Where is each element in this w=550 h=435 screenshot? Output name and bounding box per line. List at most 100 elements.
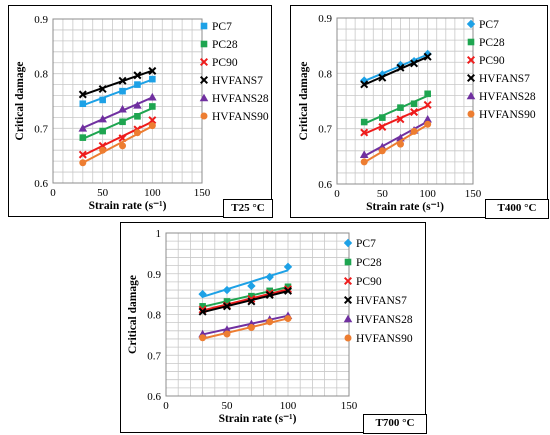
legend-label: PC90 [212,57,238,69]
data-point [378,122,387,132]
x-tick-label: 50 [97,187,109,199]
chart-svg-t700: 0 50 100 150 0.6 0.7 0.8 0.9 1 Strain rate (s⁻¹) C… [127,228,413,425]
legend-label: PC7 [356,238,376,250]
data-point [283,286,293,295]
x-tick-label: 0 [50,187,56,199]
legend-label: PC7 [212,21,232,33]
legend-label: PC28 [479,37,505,49]
legend-marker [466,19,476,29]
data-point [199,303,206,310]
chart-svg-t25: 0 50 100 150 0.6 0.7 0.8 0.9 Strain rate (s⁻¹) Cr… [14,14,269,212]
data-point [410,59,419,68]
data-point [78,150,87,159]
trendline [82,69,153,96]
y-tick-label: 0.6 [147,391,161,403]
series-pc7 [360,49,432,85]
legend-marker [343,238,353,248]
gridlines [165,232,350,397]
data-point [99,96,106,104]
legend-label: HVFANS90 [212,111,269,123]
data-point [198,289,207,299]
data-point [119,142,127,150]
trendline [363,53,429,82]
legend-entry: PC28 [200,39,238,51]
legend-entry: PC28 [344,257,382,269]
x-axis-title: Strain rate (s⁻¹) [219,413,297,425]
data-point [378,147,386,155]
data-point [78,90,87,99]
y-tick-label: 0.9 [147,269,161,281]
trendline [82,125,153,164]
data-point [149,103,156,110]
series-hvfans90 [199,315,292,342]
data-point [423,52,432,61]
legend-label: PC28 [356,257,382,269]
data-point [148,92,157,101]
y-tick-label: 0.7 [34,123,48,135]
data-point [378,73,387,82]
series-hvfans90 [360,120,432,166]
legend-marker [343,295,353,305]
data-point [410,100,418,108]
legend-entry: HVFANS7 [466,73,530,85]
trendline [82,96,153,129]
data-point [397,104,404,111]
plot-area-frame [336,17,474,185]
data-point [379,114,386,121]
chart-svg-t400: 0 50 100 150 0.6 0.7 0.8 0.9 Strain rate (s⁻¹) Cr… [298,13,536,213]
gridlines [52,18,203,184]
data-point [247,297,256,306]
legend-label: HVFANS90 [479,109,536,121]
data-point [247,324,255,332]
data-point [409,56,419,66]
legend-marker [199,75,209,85]
x-axis-title: Strain rate (s⁻¹) [89,200,167,212]
trendline [363,105,429,135]
y-tick-label: 0.8 [318,68,332,80]
legend-entry: HVFANS7 [199,75,263,87]
data-point [265,290,274,299]
legend-marker [467,110,475,118]
data-point [359,150,369,158]
data-point [423,49,432,59]
x-tick-label: 50 [377,188,389,200]
legend-marker [343,314,353,323]
legend-marker [344,334,352,342]
trendline [202,317,289,340]
x-tick-label: 150 [194,187,211,199]
series-hvfans7 [78,66,157,99]
legend-entry: PC28 [467,37,505,49]
data-point [396,115,405,124]
series-pc28 [199,283,292,310]
data-point [360,128,369,137]
series-pc90 [360,100,432,137]
legend-entry: HVFANS90 [200,111,269,123]
trendline [82,78,153,107]
legend-entry: HVFANS90 [467,109,536,121]
legend-label: HVFANS7 [356,295,407,307]
y-tick-label: 0.9 [34,14,48,26]
data-point [424,90,431,98]
data-point [223,330,231,338]
legend-marker [344,258,352,266]
data-point [133,71,142,80]
chart-panel-t25: 0 50 100 150 0.6 0.7 0.8 0.9 Strain rate (s⁻¹) Cr… [8,5,273,218]
x-axis-title: Strain rate (s⁻¹) [366,201,444,213]
data-point [133,129,141,137]
gridlines [336,17,474,185]
data-point [360,158,368,166]
trendline [363,55,429,86]
temperature-label-t25: T25 °C [223,199,273,218]
legend-label: HVFANS28 [479,91,536,103]
chart-panel-t700: 0 50 100 150 0.6 0.7 0.8 0.9 1 Strain rate (s⁻¹) C… [120,222,427,434]
data-point [396,140,404,148]
trendline [202,314,289,336]
legend-label: HVFANS28 [212,93,269,105]
plot-area-frame [52,18,203,184]
y-tick-label: 0.6 [318,179,332,191]
data-point [266,318,274,326]
x-tick-label: 0 [163,400,169,412]
data-point [222,285,232,295]
y-axis-title: Critical damage [127,275,139,354]
legend-marker [200,112,208,120]
